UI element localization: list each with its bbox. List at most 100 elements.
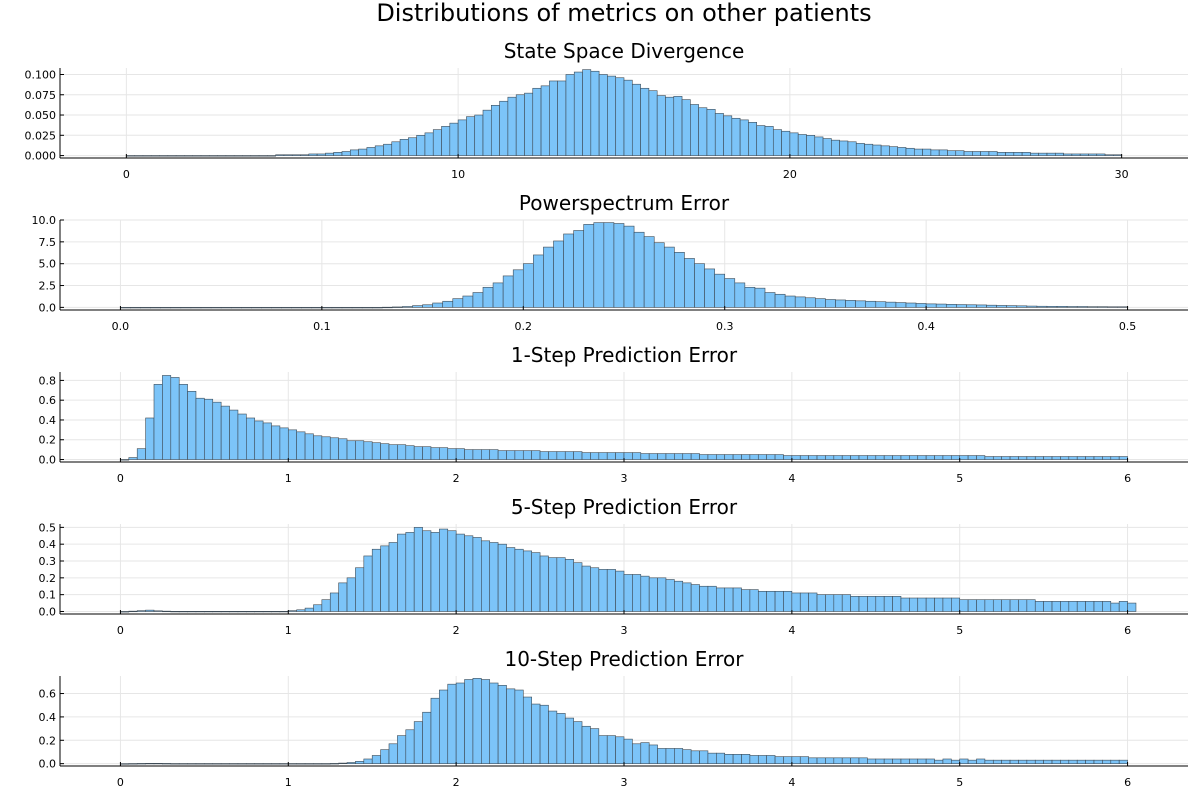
histogram-bar bbox=[1026, 759, 1036, 764]
histogram-bar bbox=[472, 292, 484, 308]
histogram-bar bbox=[706, 109, 716, 156]
histogram-bar bbox=[1043, 601, 1053, 612]
histogram-bar bbox=[1060, 601, 1070, 612]
histogram-bar bbox=[663, 246, 675, 308]
histogram-bar bbox=[402, 306, 413, 308]
histogram-bar bbox=[439, 689, 449, 764]
x-tick-label: 6 bbox=[1124, 472, 1131, 485]
histogram-bar bbox=[707, 454, 717, 460]
histogram-bar bbox=[623, 452, 633, 460]
histogram-bar bbox=[333, 152, 343, 156]
histogram-bar bbox=[229, 763, 239, 765]
histogram-bar bbox=[502, 275, 514, 308]
x-tick-label: 4 bbox=[788, 624, 795, 637]
histogram-bar bbox=[195, 397, 205, 460]
histogram-bar bbox=[1117, 306, 1128, 308]
histogram-bar bbox=[311, 307, 323, 309]
histogram-bar bbox=[1056, 306, 1068, 308]
histogram-bar bbox=[1001, 599, 1011, 612]
histogram-bar bbox=[772, 129, 782, 156]
histogram-bar bbox=[497, 450, 507, 460]
histogram-bar bbox=[1046, 306, 1058, 308]
histogram-bar bbox=[128, 457, 138, 460]
y-tick-label: 0.6 bbox=[39, 394, 57, 407]
histogram-bar bbox=[233, 155, 243, 157]
histogram-bar bbox=[261, 307, 272, 309]
histogram-bar bbox=[581, 725, 591, 764]
histogram-bar bbox=[825, 757, 835, 764]
histogram-bar bbox=[724, 754, 734, 764]
histogram-bar bbox=[632, 574, 642, 612]
histogram-bar bbox=[229, 611, 239, 613]
histogram-bar bbox=[1043, 456, 1053, 460]
histogram-bar bbox=[841, 757, 851, 764]
histogram-bar bbox=[192, 155, 202, 157]
histogram-bar bbox=[162, 763, 172, 765]
histogram-bar bbox=[665, 96, 675, 156]
histogram-bar bbox=[784, 295, 796, 308]
histogram-bar bbox=[153, 763, 163, 765]
histogram-bar bbox=[1060, 759, 1070, 764]
histogram-bar bbox=[136, 448, 146, 460]
histogram-bar bbox=[804, 297, 816, 308]
histogram-bar bbox=[716, 454, 726, 460]
x-tick-label: 0.0 bbox=[112, 320, 130, 333]
histogram-bar bbox=[825, 455, 835, 460]
histogram-bar bbox=[316, 153, 326, 156]
histogram-bar bbox=[872, 144, 882, 156]
histogram-bar bbox=[556, 557, 566, 612]
histogram-bar bbox=[875, 758, 885, 764]
histogram-bar bbox=[984, 456, 994, 460]
histogram-bar bbox=[262, 611, 272, 613]
histogram-bar bbox=[283, 154, 293, 156]
histogram-bar bbox=[892, 455, 902, 460]
figure-title: Distributions of metrics on other patien… bbox=[376, 0, 871, 27]
histogram-bar bbox=[749, 454, 759, 460]
histogram-bar bbox=[204, 611, 214, 613]
histogram-bar bbox=[1009, 599, 1019, 612]
histogram-bar bbox=[472, 449, 482, 460]
histogram-bar bbox=[380, 545, 390, 612]
histogram-bar bbox=[1085, 601, 1095, 612]
histogram-bar bbox=[967, 455, 977, 460]
histogram-bar bbox=[757, 755, 767, 764]
histogram-bar bbox=[1096, 153, 1106, 156]
histogram-bar bbox=[392, 306, 403, 308]
histogram-bar bbox=[405, 445, 415, 460]
histogram-bar bbox=[279, 427, 289, 460]
x-tick-label: 5 bbox=[956, 472, 963, 485]
histogram-bar bbox=[548, 451, 558, 460]
histogram-bar bbox=[549, 80, 558, 156]
histogram-bar bbox=[783, 590, 793, 612]
histogram-bar bbox=[1110, 602, 1120, 612]
histogram-bar bbox=[126, 155, 135, 157]
histogram-bar bbox=[153, 384, 163, 460]
histogram-bar bbox=[966, 304, 977, 308]
histogram-bar bbox=[674, 252, 685, 308]
y-tick-label: 0.100 bbox=[25, 68, 57, 81]
histogram-bar bbox=[741, 589, 751, 612]
histogram-bar bbox=[797, 134, 807, 156]
histogram-bar bbox=[976, 304, 987, 308]
histogram-bar bbox=[959, 455, 969, 460]
histogram-bar bbox=[855, 143, 865, 156]
histogram-bar bbox=[1026, 456, 1036, 460]
histogram-bar bbox=[1076, 601, 1086, 612]
histogram-bar bbox=[598, 74, 608, 156]
histogram-bar bbox=[855, 300, 867, 308]
histogram-bar bbox=[682, 582, 692, 612]
y-tick-label: 0.6 bbox=[39, 688, 57, 701]
histogram-bar bbox=[714, 273, 726, 308]
histogram-bar bbox=[150, 307, 162, 309]
histogram-bar bbox=[1104, 154, 1114, 156]
histogram-bar bbox=[573, 562, 583, 612]
histogram-bar bbox=[640, 575, 650, 612]
histogram-bar bbox=[754, 287, 766, 308]
histogram-bar bbox=[313, 763, 323, 765]
x-tick-label: 5 bbox=[956, 624, 963, 637]
histogram-bar bbox=[581, 565, 591, 612]
histogram-bar bbox=[774, 590, 784, 612]
histogram-bar bbox=[665, 579, 675, 612]
histogram-bar bbox=[1016, 305, 1028, 308]
histogram-bar bbox=[1034, 456, 1044, 460]
